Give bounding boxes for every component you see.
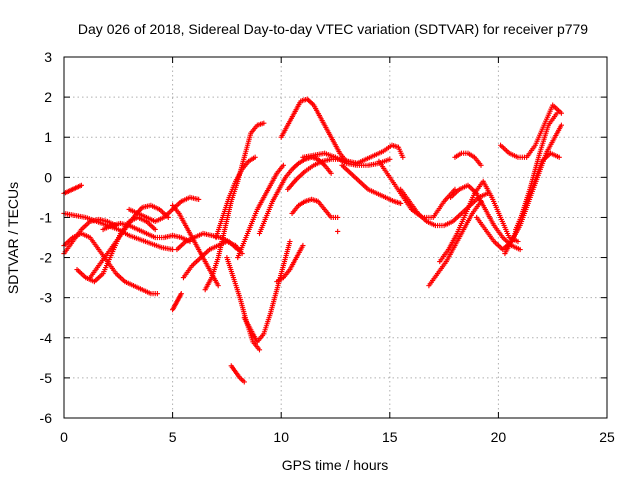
x-tick-label: 5 bbox=[169, 429, 177, 445]
y-axis-label: SDTVAR / TECUs bbox=[5, 182, 21, 294]
data-point bbox=[558, 110, 564, 116]
data-point bbox=[252, 154, 258, 160]
data-point bbox=[400, 154, 406, 160]
data-point bbox=[170, 246, 176, 253]
data-points bbox=[61, 96, 564, 385]
data-point bbox=[78, 182, 84, 188]
x-tick-label: 20 bbox=[491, 429, 507, 445]
data-point bbox=[515, 238, 521, 245]
data-point bbox=[287, 238, 293, 245]
data-point bbox=[387, 156, 393, 162]
data-point bbox=[241, 379, 247, 385]
x-tick-label: 0 bbox=[60, 429, 68, 445]
x-tick-label: 10 bbox=[273, 429, 289, 445]
data-point bbox=[154, 291, 160, 297]
data-point bbox=[556, 154, 562, 160]
y-tick-label: 3 bbox=[44, 49, 52, 65]
data-point bbox=[261, 120, 267, 126]
data-point bbox=[300, 242, 306, 249]
ticks: 0 5 10 15 20 25 -6 -5 -4 -3 -2 -1 0 1 2 3 bbox=[40, 49, 615, 445]
y-tick-label: 0 bbox=[44, 169, 52, 185]
data-point bbox=[398, 200, 404, 207]
data-point bbox=[256, 347, 263, 353]
y-tick-label: -4 bbox=[40, 330, 53, 346]
data-point bbox=[517, 246, 523, 253]
data-point bbox=[178, 291, 184, 297]
y-tick-label: -5 bbox=[40, 370, 53, 386]
y-tick-label: 2 bbox=[44, 89, 52, 105]
y-tick-label: -3 bbox=[40, 290, 53, 306]
x-tick-label: 25 bbox=[599, 429, 615, 445]
grid bbox=[64, 57, 607, 418]
data-point bbox=[196, 196, 202, 202]
data-point bbox=[558, 122, 564, 128]
y-tick-label: -1 bbox=[40, 209, 53, 225]
data-point bbox=[335, 228, 341, 235]
plot-frame bbox=[63, 56, 608, 419]
y-tick-label: -2 bbox=[40, 250, 53, 266]
chart-title: Day 026 of 2018, Sidereal Day-to-day VTE… bbox=[78, 21, 588, 37]
y-tick-label: -6 bbox=[40, 410, 53, 426]
x-tick-label: 15 bbox=[382, 429, 398, 445]
data-point bbox=[215, 283, 221, 289]
data-point bbox=[335, 214, 341, 221]
data-point bbox=[280, 162, 286, 168]
y-tick-label: 1 bbox=[44, 129, 52, 145]
data-point bbox=[328, 170, 334, 176]
data-point bbox=[554, 110, 560, 116]
x-axis-label: GPS time / hours bbox=[282, 457, 389, 473]
data-point bbox=[152, 226, 158, 233]
data-point bbox=[478, 162, 484, 168]
